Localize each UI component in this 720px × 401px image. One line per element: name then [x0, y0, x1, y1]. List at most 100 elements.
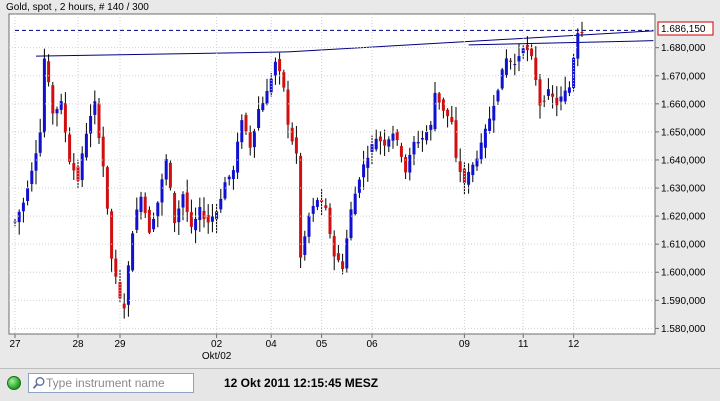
candle-body — [26, 188, 30, 201]
candle — [420, 130, 424, 152]
candle-body — [488, 118, 492, 131]
candle — [504, 49, 508, 78]
candle-body — [231, 170, 235, 180]
candle-body — [55, 109, 59, 114]
candle-body — [559, 96, 563, 102]
candle — [383, 129, 387, 156]
candle — [454, 107, 458, 163]
candle-body — [307, 215, 311, 237]
candlesticks — [13, 21, 584, 319]
candle-body — [517, 56, 521, 62]
candle-body — [80, 153, 84, 181]
candle-body — [374, 138, 378, 150]
price-chart[interactable]: Gold, spot , 2 hours, # 140 / 300 1.680,… — [0, 0, 720, 368]
candle — [387, 136, 391, 153]
candle — [563, 76, 567, 105]
candle-body — [299, 155, 303, 258]
search-icon[interactable] — [32, 376, 46, 390]
candle-body — [315, 200, 319, 207]
candle-body — [97, 103, 101, 139]
timestamp: 12 Okt 2011 12:15:45 MESZ — [224, 376, 379, 390]
plot-area[interactable] — [8, 13, 656, 335]
candle — [97, 97, 101, 144]
candle-body — [395, 131, 399, 141]
candle — [294, 125, 298, 164]
candle — [72, 153, 76, 180]
candle-body — [252, 130, 256, 148]
candle-body — [294, 137, 298, 154]
candle — [320, 189, 324, 215]
candle-body — [210, 216, 214, 222]
candle — [143, 192, 147, 219]
candle-body — [420, 137, 424, 140]
candle — [84, 122, 88, 161]
candle — [530, 44, 534, 60]
trendline[interactable] — [468, 40, 654, 46]
candle — [93, 90, 97, 125]
candle-body — [244, 115, 248, 132]
candle — [299, 152, 303, 268]
trendline[interactable] — [287, 30, 654, 53]
candle-body — [475, 158, 479, 167]
candle — [126, 261, 130, 317]
candle-body — [362, 164, 366, 178]
candle-body — [454, 120, 458, 158]
candle-body — [68, 134, 72, 162]
x-tick-label: 09 — [459, 339, 471, 350]
candle — [101, 126, 105, 178]
candle-body — [160, 179, 164, 203]
candle-body — [437, 93, 441, 103]
candle-body — [555, 97, 559, 106]
candle — [542, 95, 546, 108]
candle — [357, 177, 361, 199]
x-tick-label: 05 — [316, 339, 328, 350]
candle — [362, 150, 366, 190]
candle-body — [370, 144, 374, 152]
candle-body — [416, 142, 420, 144]
candle — [538, 74, 542, 119]
candle-body — [546, 89, 550, 96]
y-tick-label: 1.620,000 — [661, 212, 706, 223]
candle-body — [257, 109, 261, 128]
candle — [114, 249, 118, 284]
candle-body — [93, 101, 97, 115]
candle — [21, 197, 25, 223]
candle-body — [147, 209, 151, 233]
y-tick-label: 1.580,000 — [661, 324, 706, 335]
candle-body — [273, 61, 277, 76]
candle-body — [353, 193, 357, 214]
candle-body — [286, 89, 290, 125]
candle — [139, 191, 143, 220]
candle — [227, 174, 231, 186]
x-tick-label: 28 — [72, 339, 84, 350]
candle-body — [509, 60, 513, 62]
candle — [181, 191, 185, 221]
candle — [80, 146, 84, 187]
candle-body — [479, 142, 483, 160]
candle — [559, 86, 563, 111]
candle-body — [412, 141, 416, 155]
candle-body — [269, 78, 273, 93]
candle-body — [450, 116, 454, 123]
candle — [336, 244, 340, 263]
instrument-search-input[interactable] — [46, 374, 191, 391]
candle — [492, 95, 496, 133]
y-tick-label: 1.590,000 — [661, 296, 706, 307]
candle-body — [328, 207, 332, 235]
candle — [328, 203, 332, 239]
candle-body — [248, 132, 252, 148]
candle-body — [513, 64, 517, 66]
candle — [496, 88, 500, 106]
candle-body — [551, 93, 555, 97]
candle-body — [101, 136, 105, 167]
candle — [206, 204, 210, 234]
candle-body — [290, 127, 294, 142]
candle-body — [345, 238, 349, 269]
trendline[interactable] — [35, 51, 289, 57]
candle — [55, 106, 59, 127]
candle-body — [135, 209, 139, 230]
candle-body — [89, 115, 93, 134]
candle — [122, 293, 126, 319]
candle-body — [42, 58, 46, 133]
candle-body — [303, 236, 307, 255]
